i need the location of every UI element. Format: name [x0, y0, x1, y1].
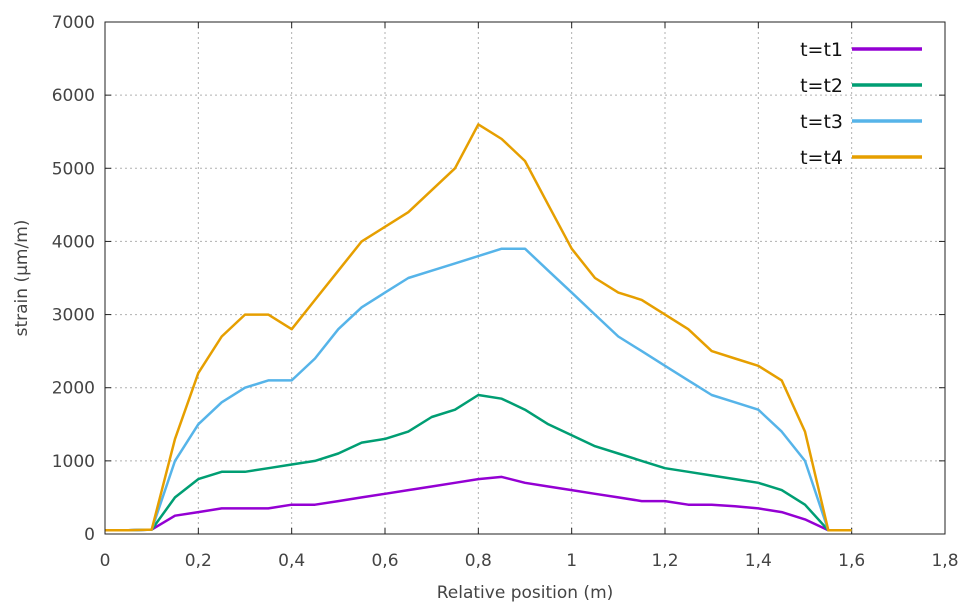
- x-tick-labels: 0 0,2 0,4 0,6 0,8 1 1,2 1,4 1,6 1,8: [100, 551, 959, 571]
- axis-ticks: [104, 21, 946, 535]
- legend: t=t1 t=t2 t=t3 t=t4: [800, 39, 922, 169]
- y-tick-label: 6000: [52, 86, 95, 106]
- y-tick-label: 7000: [52, 13, 95, 33]
- legend-label: t=t4: [800, 147, 843, 169]
- x-tick-label: 0,2: [185, 551, 212, 571]
- y-tick-label: 5000: [52, 159, 95, 179]
- y-tick-label: 2000: [52, 379, 95, 399]
- series-line-t-t3: [105, 247, 852, 532]
- y-axis-title: strain (µm/m): [12, 220, 32, 337]
- x-tick-label: 1,4: [745, 551, 772, 571]
- series-lines: [105, 123, 852, 532]
- y-tick-label: 4000: [52, 232, 95, 252]
- y-tick-label: 1000: [52, 452, 95, 472]
- series-line-t-t2: [105, 393, 852, 532]
- series-line-t-t4: [105, 123, 852, 532]
- x-tick-label: 0,8: [465, 551, 492, 571]
- legend-label: t=t1: [800, 39, 843, 61]
- x-tick-label: 1,8: [931, 551, 958, 571]
- x-tick-label: 1: [566, 551, 577, 571]
- legend-label: t=t2: [800, 75, 843, 97]
- x-axis-title: Relative position (m): [437, 583, 614, 603]
- legend-label: t=t3: [800, 111, 843, 133]
- x-tick-label: 1,6: [838, 551, 865, 571]
- y-tick-label: 3000: [52, 306, 95, 326]
- y-tick-labels: 0 1000 2000 3000 4000 5000 6000 7000: [52, 13, 95, 545]
- x-tick-label: 0,6: [371, 551, 398, 571]
- x-tick-label: 1,2: [651, 551, 678, 571]
- x-tick-label: 0,4: [278, 551, 305, 571]
- plot-frame: [104, 21, 946, 535]
- x-tick-label: 0: [100, 551, 111, 571]
- series-line-t-t1: [105, 475, 852, 532]
- y-tick-label: 0: [84, 525, 95, 545]
- gridlines: [105, 22, 945, 534]
